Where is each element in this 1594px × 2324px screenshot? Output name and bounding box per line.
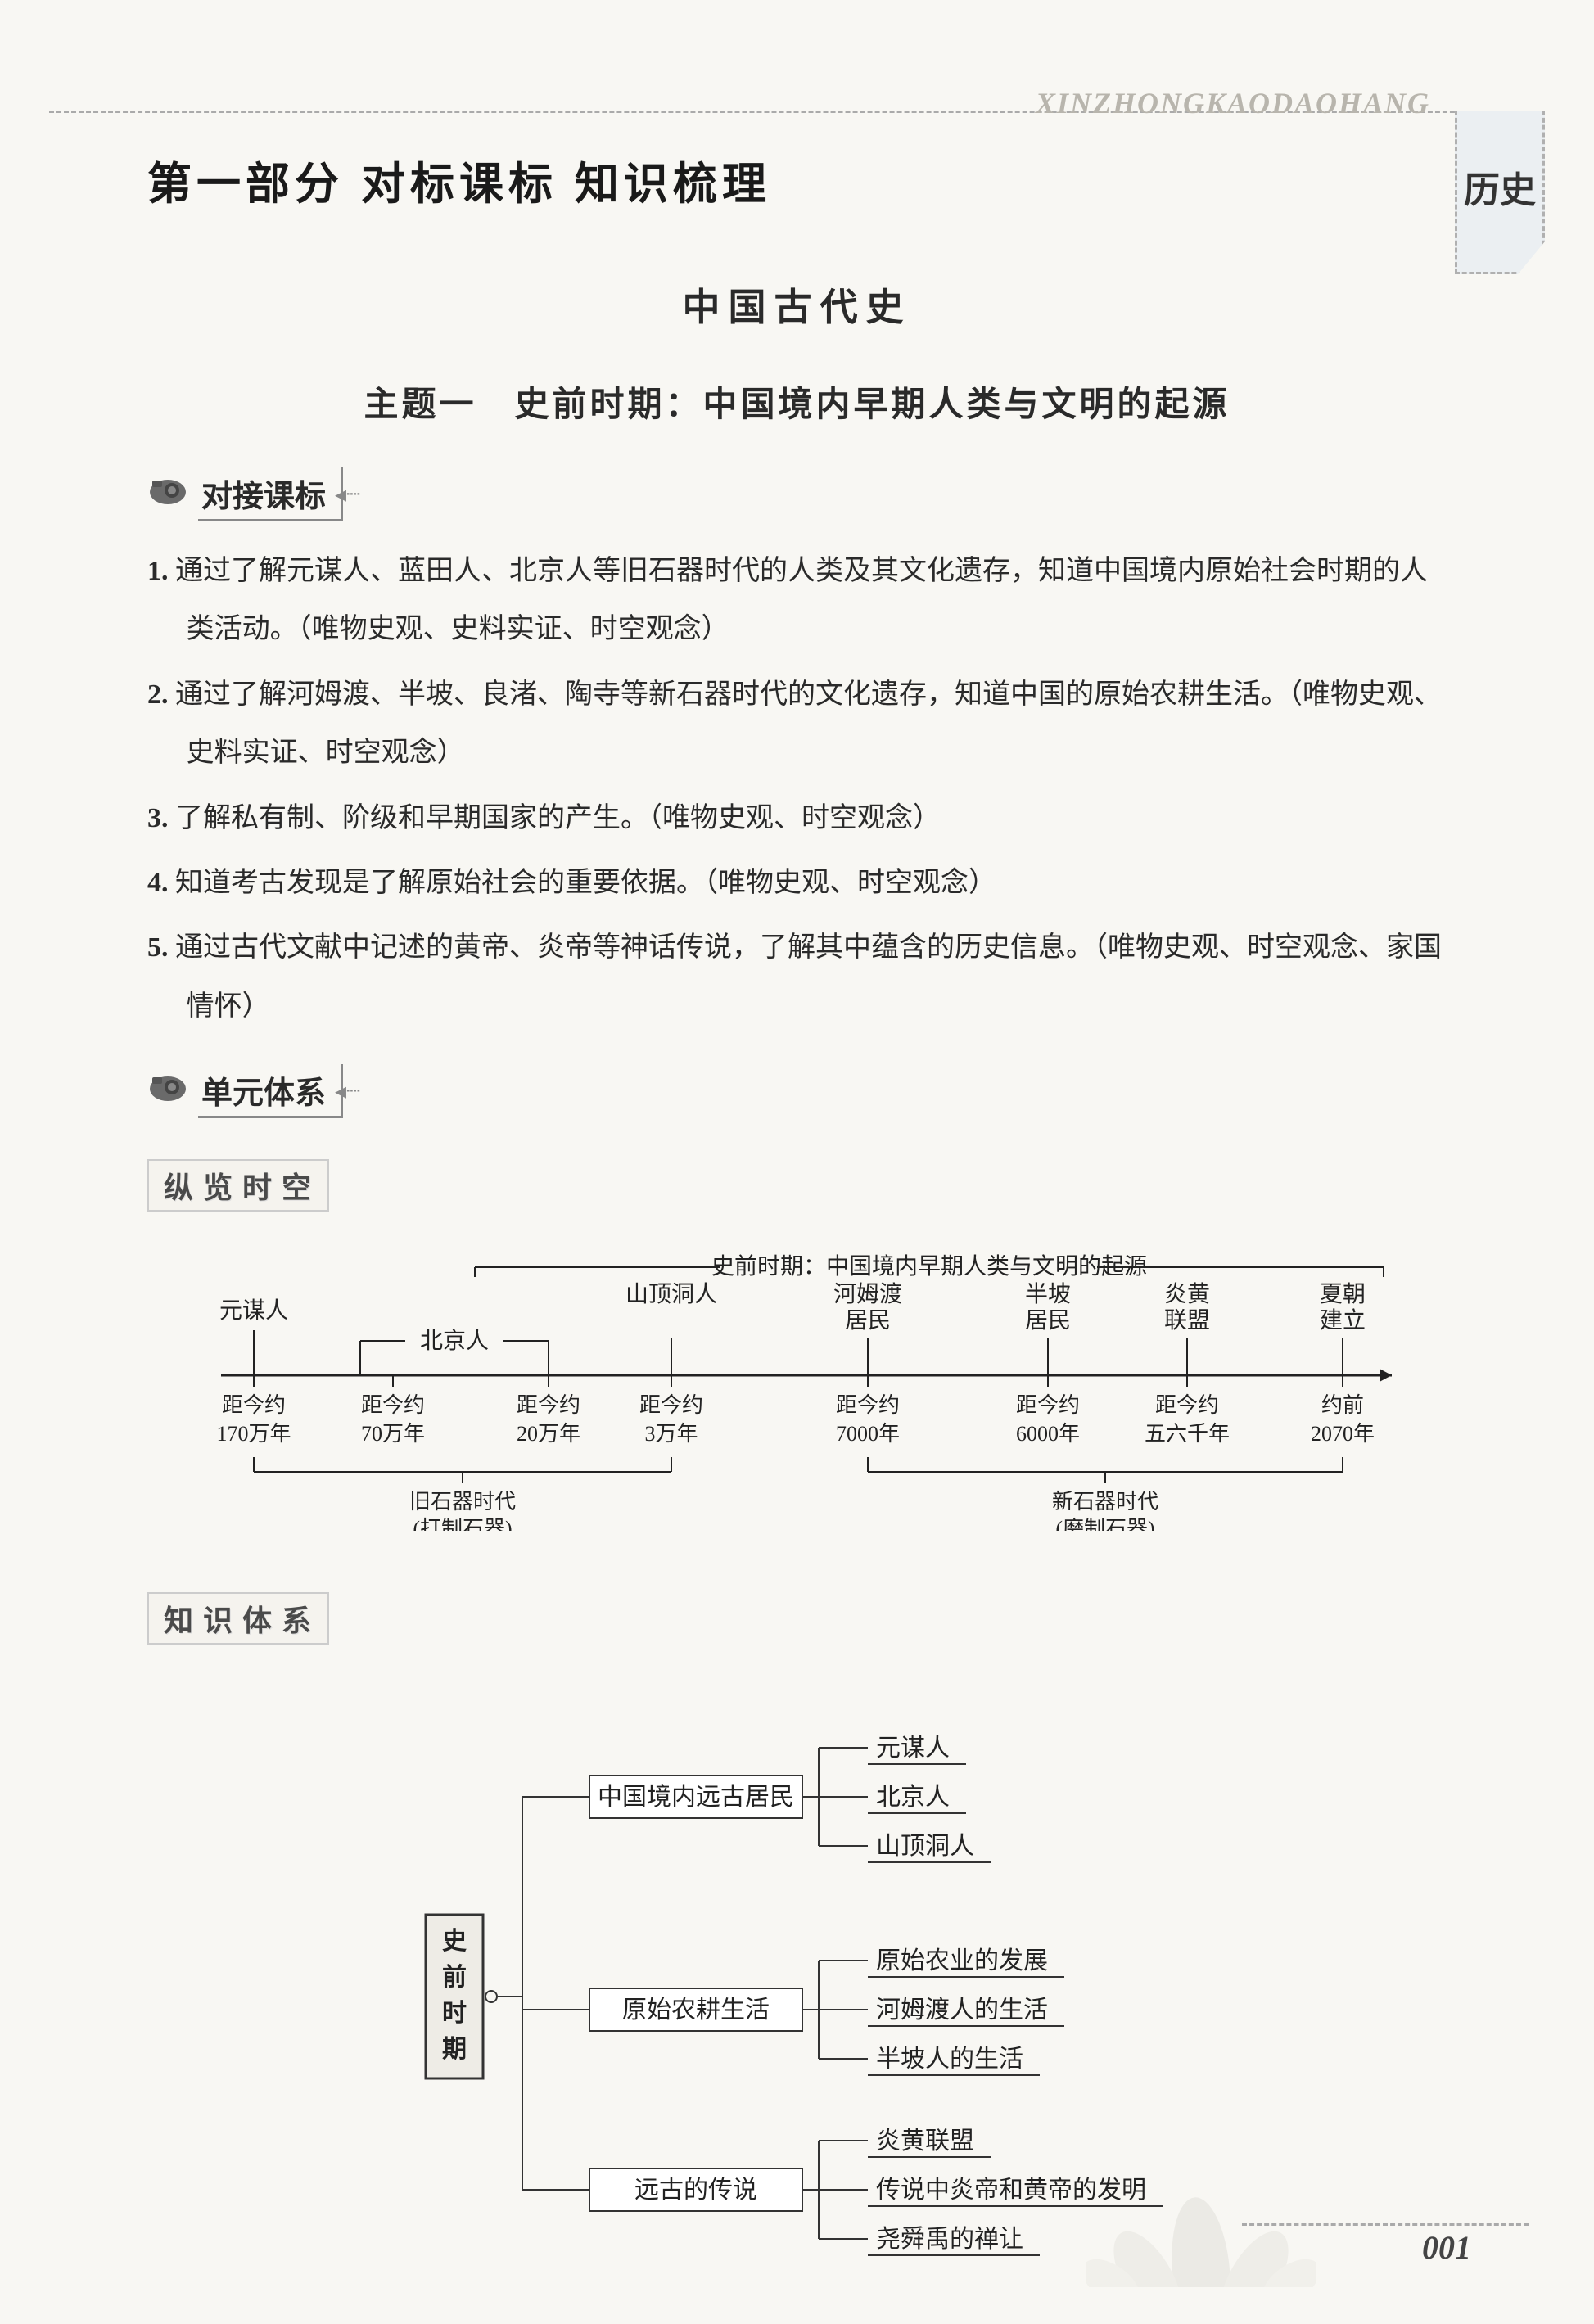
subject-tab-text: 历史 [1464,162,1536,219]
svg-text:史: 史 [442,1928,467,1955]
objective-text: 知道考古发现是了解原始社会的重要依据。 [175,868,704,898]
svg-text:70万年: 70万年 [361,1422,425,1446]
footer-divider [1242,2223,1529,2226]
timeline-subsection: 纵览时空 [147,1159,329,1212]
svg-text:山顶洞人: 山顶洞人 [876,1833,974,1860]
svg-text:2070年: 2070年 [1311,1422,1375,1446]
svg-text:距今约: 距今约 [517,1393,580,1417]
svg-text:河姆渡: 河姆渡 [833,1281,902,1307]
page-number: 001 [1422,2228,1471,2267]
svg-text:170万年: 170万年 [216,1422,291,1446]
svg-text:约前: 约前 [1321,1393,1364,1417]
objective-text: 通过古代文献中记述的黄帝、炎帝等神话传说，了解其中蕴含的历史信息。 [175,932,1094,963]
svg-text:北京人: 北京人 [420,1328,489,1354]
svg-text:中国境内远古居民: 中国境内远古居民 [598,1784,794,1811]
svg-text:距今约: 距今约 [222,1393,286,1417]
svg-text:原始农业的发展: 原始农业的发展 [876,1947,1048,1974]
svg-text:联盟: 联盟 [1164,1308,1210,1333]
svg-text:距今约: 距今约 [1155,1393,1219,1417]
svg-text:居民: 居民 [1025,1308,1071,1333]
topic-title: 主题一 史前时期：中国境内早期人类与文明的起源 [147,377,1447,426]
svg-text:五六千年: 五六千年 [1145,1422,1230,1446]
petal-decoration [1086,2140,1316,2291]
svg-text:距今约: 距今约 [836,1393,900,1417]
unit-label: 单元体系 [198,1064,343,1118]
svg-text:距今约: 距今约 [1016,1393,1080,1417]
objective-num: 5. [147,932,175,963]
svg-text:期: 期 [442,2036,467,2063]
objective-text: 通过了解河姆渡、半坡、良渚、陶寺等新石器时代的文化遗存，知道中国的原始农耕生活。 [175,679,1289,710]
objective-text: 了解私有制、阶级和早期国家的产生。 [175,803,648,833]
subject-tab: 历史 [1455,111,1545,274]
objective-item: 2. 通过了解河姆渡、半坡、良渚、陶寺等新石器时代的文化遗存，知道中国的原始农耕… [147,666,1447,783]
objective-num: 1. [147,556,175,586]
svg-text:居民: 居民 [845,1308,891,1333]
main-title: 第一部分 对标课标 知识梳理 [147,147,1447,212]
svg-text:旧石器时代: 旧石器时代 [409,1490,516,1514]
svg-text:原始农耕生活: 原始农耕生活 [622,1997,770,2024]
svg-text:6000年: 6000年 [1016,1422,1080,1446]
objectives-list: 1. 通过了解元谋人、蓝田人、北京人等旧石器时代的人类及其文化遗存，知道中国境内… [147,542,1447,1036]
objective-note: （唯物史观、时空观念） [704,868,996,898]
svg-text:7000年: 7000年 [836,1422,900,1446]
section-objectives-header: 对接课标 ◂┈ [147,467,1447,521]
objective-num: 4. [147,868,175,898]
svg-text:北京人: 北京人 [876,1784,950,1811]
timeline: 史前时期：中国境内早期人类与文明的起源元谋人山顶洞人河姆渡居民半坡居民炎黄联盟夏… [196,1252,1414,1531]
objective-item: 1. 通过了解元谋人、蓝田人、北京人等旧石器时代的人类及其文化遗存，知道中国境内… [147,542,1447,659]
tree-subsection: 知识体系 [147,1592,329,1645]
timeline-svg: 史前时期：中国境内早期人类与文明的起源元谋人山顶洞人河姆渡居民半坡居民炎黄联盟夏… [196,1252,1425,1531]
svg-text:夏朝: 夏朝 [1320,1281,1366,1307]
svg-text:(打制石器): (打制石器) [413,1517,512,1531]
objective-num: 2. [147,679,175,710]
svg-text:新石器时代: 新石器时代 [1052,1490,1158,1514]
pinyin-header: XINZHONGKAODAOHANG [1036,86,1430,120]
svg-text:尧舜禹的禅让: 尧舜禹的禅让 [876,2226,1023,2253]
svg-text:半坡: 半坡 [1025,1281,1071,1307]
svg-text:元谋人: 元谋人 [876,1735,950,1762]
svg-text:距今约: 距今约 [639,1393,703,1417]
svg-text:(磨制石器): (磨制石器) [1055,1517,1154,1531]
objective-note: （唯物史观、史料实证、时空观念） [298,614,729,644]
section-unit-header: 单元体系 ◂┈ [147,1064,1447,1118]
svg-text:元谋人: 元谋人 [219,1298,288,1324]
svg-text:20万年: 20万年 [517,1422,580,1446]
svg-text:3万年: 3万年 [644,1422,698,1446]
svg-text:前: 前 [442,1964,467,1991]
svg-text:河姆渡人的生活: 河姆渡人的生活 [876,1997,1048,2024]
svg-text:时: 时 [442,2000,467,2027]
svg-text:炎黄: 炎黄 [1164,1281,1210,1307]
svg-text:远古的传说: 远古的传说 [634,2177,757,2204]
objective-item: 4. 知道考古发现是了解原始社会的重要依据。（唯物史观、时空观念） [147,854,1447,912]
subject-title: 中国古代史 [147,278,1447,332]
objective-note: （唯物史观、时空观念） [648,803,941,833]
camera-icon [147,1071,188,1112]
svg-text:炎黄联盟: 炎黄联盟 [876,2128,974,2155]
svg-text:建立: 建立 [1320,1307,1366,1333]
objectives-label: 对接课标 [198,467,343,521]
objective-item: 3. 了解私有制、阶级和早期国家的产生。（唯物史观、时空观念） [147,789,1447,847]
objective-item: 5. 通过古代文献中记述的黄帝、炎帝等神话传说，了解其中蕴含的历史信息。（唯物史… [147,918,1447,1036]
svg-text:山顶洞人: 山顶洞人 [625,1281,717,1307]
svg-text:距今约: 距今约 [361,1393,425,1417]
svg-text:半坡人的生活: 半坡人的生活 [876,2046,1023,2073]
objective-num: 3. [147,803,175,833]
svg-text:史前时期：中国境内早期人类与文明的起源: 史前时期：中国境内早期人类与文明的起源 [711,1253,1147,1279]
camera-icon [147,474,188,516]
